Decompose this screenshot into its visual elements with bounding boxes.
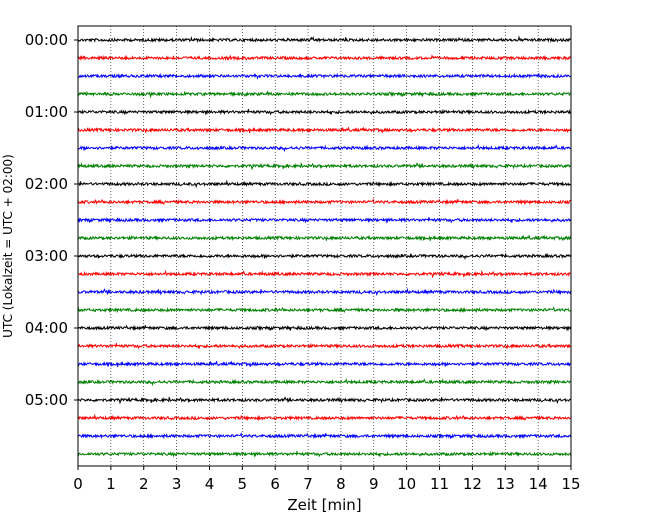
trace-line — [77, 179, 571, 189]
x-tick-label: 7 — [303, 475, 313, 493]
x-tick-label: 1 — [106, 475, 116, 493]
x-tick-label: 11 — [430, 475, 449, 493]
y-tick-label: 05:00 — [25, 391, 68, 409]
x-tick-label: 3 — [172, 475, 182, 493]
trace-line — [77, 198, 571, 206]
trace-line — [77, 216, 571, 224]
trace-line — [77, 162, 571, 171]
trace-line — [77, 324, 572, 332]
trace-line — [77, 108, 572, 116]
trace-line — [77, 234, 572, 242]
x-tick-label: 14 — [529, 475, 548, 493]
x-tick-label: 9 — [369, 475, 379, 493]
trace-line — [77, 432, 572, 440]
trace-line — [77, 143, 571, 153]
x-axis-ticks: 0 1 2 3 4 5 6 7 8 9 10 11 12 13 14 15 — [73, 466, 581, 493]
trace-line — [77, 126, 572, 134]
y-axis-label: UTC (Lokalzeit = UTC + 02:00) — [1, 154, 15, 338]
trace-line — [77, 450, 572, 458]
x-tick-label: 15 — [561, 475, 580, 493]
y-axis-ticks: 00:00 01:00 02:00 03:00 04:00 05:00 — [25, 31, 78, 409]
x-tick-label: 10 — [397, 475, 416, 493]
x-tick-label: 2 — [139, 475, 149, 493]
x-tick-label: 8 — [336, 475, 346, 493]
trace-line — [77, 287, 572, 297]
trace-line — [77, 306, 571, 314]
trace-line — [77, 72, 571, 80]
x-tick-label: 12 — [463, 475, 482, 493]
traces-group — [77, 35, 572, 458]
trace-line — [77, 35, 572, 44]
y-tick-label: 04:00 — [25, 319, 68, 337]
trace-line — [77, 342, 571, 350]
x-tick-label: 5 — [238, 475, 248, 493]
plot-frame — [77, 25, 572, 467]
trace-line — [77, 269, 571, 279]
x-tick-label: 4 — [205, 475, 215, 493]
y-tick-label: 01:00 — [25, 103, 68, 121]
trace-line — [77, 413, 571, 422]
trace-line — [77, 377, 571, 387]
x-tick-label: 6 — [270, 475, 280, 493]
x-axis-label: Zeit [min] — [287, 496, 361, 514]
trace-line — [77, 360, 571, 368]
trace-line — [77, 252, 572, 261]
y-tick-label: 02:00 — [25, 175, 68, 193]
y-tick-label: 03:00 — [25, 247, 68, 265]
trace-line — [77, 396, 571, 405]
x-tick-label: 0 — [73, 475, 83, 493]
x-tick-label: 13 — [496, 475, 515, 493]
trace-line — [77, 54, 572, 62]
trace-line — [77, 90, 571, 99]
y-tick-label: 00:00 — [25, 31, 68, 49]
grid-group — [110, 26, 539, 466]
